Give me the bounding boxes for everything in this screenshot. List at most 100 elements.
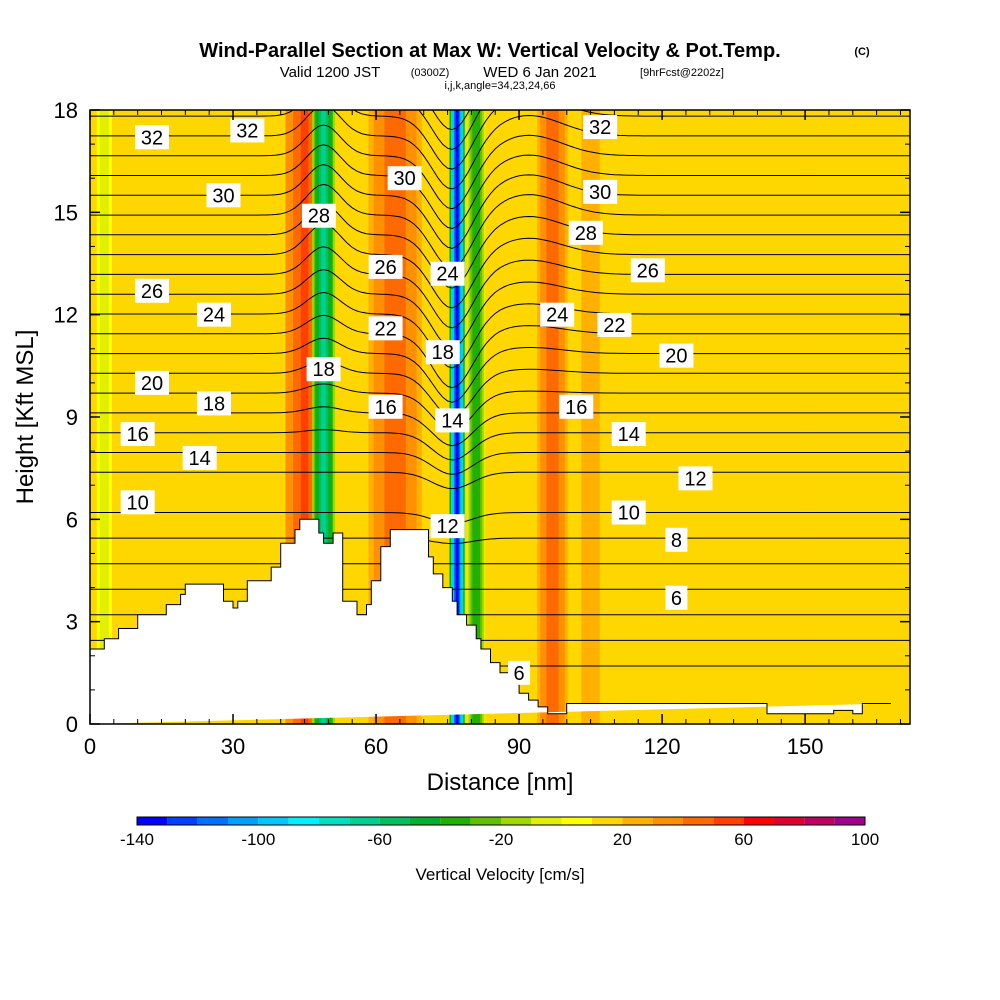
copyright-mark: (C) — [854, 46, 870, 58]
contour-label-box — [611, 500, 646, 525]
contour-label-text: 18 — [203, 393, 225, 415]
contour-label-box — [196, 302, 231, 327]
contour-label-box — [196, 391, 231, 416]
y-tick-label: 18 — [54, 98, 78, 123]
contour-label-text: 26 — [637, 260, 659, 282]
contour-label-box — [583, 115, 618, 140]
velocity-band — [96, 110, 112, 724]
contour-label: 30 — [206, 183, 241, 208]
contour-label: 32 — [230, 118, 265, 143]
theta-contour — [90, 246, 910, 329]
contour-label-text: 6 — [514, 663, 525, 685]
contour-label-text: 10 — [618, 503, 640, 525]
y-tick-label: 12 — [54, 303, 78, 328]
y-tick-label: 3 — [66, 610, 78, 635]
contour-label-box — [583, 179, 618, 204]
contour-label-text: 32 — [141, 127, 163, 149]
colorbar-frame — [136, 816, 866, 826]
colorbar-swatch — [137, 817, 168, 825]
colorbar: -140 -100 -60 -20 20 60 100 — [120, 816, 879, 849]
contour-label: 10 — [120, 490, 155, 515]
velocity-cell — [300, 110, 309, 724]
contour-label: 26 — [368, 254, 403, 279]
contour-label-box — [306, 357, 341, 382]
colorbar-swatch — [683, 817, 714, 825]
contour-label: 26 — [134, 278, 169, 303]
contour-label-text: 22 — [603, 315, 625, 337]
colorbar-swatch — [228, 817, 259, 825]
contour-label: 18 — [196, 391, 231, 416]
contour-label-text: 30 — [394, 168, 416, 190]
contour-label-box — [630, 258, 665, 283]
contour-label-text: 14 — [441, 410, 463, 432]
contour-label-text: 16 — [374, 397, 396, 419]
theta-contour — [90, 110, 910, 190]
chart-title: Wind-Parallel Section at Max W: Vertical… — [199, 40, 780, 62]
theta-contour — [90, 429, 910, 461]
contour-label: 32 — [134, 125, 169, 150]
colorbar-swatch — [197, 817, 228, 825]
forecast-info: [9hrFcst@2202z] — [640, 67, 724, 79]
contour-label: 26 — [630, 258, 665, 283]
contour-label-text: 14 — [189, 448, 211, 470]
colorbar-tick-label: -20 — [489, 830, 514, 849]
contour-label-text: 28 — [575, 223, 597, 245]
theta-contour — [90, 144, 910, 230]
theta-contour — [90, 203, 910, 289]
contour-label-box — [230, 118, 265, 143]
contour-label-box — [120, 490, 155, 515]
theta-contour — [90, 110, 910, 170]
contour-label-text: 12 — [684, 468, 706, 490]
y-tick-label: 15 — [54, 200, 78, 225]
contour-label-text: 12 — [436, 516, 458, 538]
contour-label-text: 24 — [546, 305, 568, 327]
theta-contour — [90, 314, 910, 389]
contour-label-box — [611, 422, 646, 447]
contour-label-box — [559, 394, 594, 419]
theta-contour — [90, 360, 910, 418]
contour-label: 6 — [508, 660, 531, 685]
contour-label-box — [540, 302, 575, 327]
theta-contour — [90, 337, 910, 403]
contour-label: 28 — [568, 220, 603, 245]
valid-time: Valid 1200 JST — [280, 64, 381, 81]
contour-label: 18 — [425, 340, 460, 365]
contour-label-text: 22 — [374, 318, 396, 340]
y-axis-label: Height [Kft MSL] — [12, 330, 39, 505]
colorbar-swatch — [652, 817, 683, 825]
theta-contour — [90, 124, 910, 210]
contour-label: 18 — [306, 357, 341, 382]
axis-ticks: 0 30 60 90 120 150 0 3 6 9 12 15 18 — [54, 98, 910, 759]
contour-label-text: 26 — [141, 281, 163, 303]
colorbar-swatch — [622, 817, 653, 825]
velocity-cell — [102, 110, 106, 724]
contour-label-box — [508, 660, 531, 685]
y-tick-label: 6 — [66, 507, 78, 532]
contour-label: 14 — [182, 445, 217, 470]
contour-label-box — [435, 408, 470, 433]
contour-label-box — [430, 514, 465, 539]
contour-label: 20 — [134, 370, 169, 395]
contour-label-box — [597, 312, 632, 337]
contour-label: 24 — [540, 302, 575, 327]
velocity-band — [806, 110, 852, 724]
contour-label-box — [182, 445, 217, 470]
theta-contour — [90, 269, 910, 349]
theta-contour — [90, 0, 910, 31]
colorbar-swatch — [349, 817, 380, 825]
contour-label-box — [134, 125, 169, 150]
valid-date: WED 6 Jan 2021 — [483, 64, 596, 81]
contour-label: 6 — [665, 585, 688, 610]
contour-label: 16 — [559, 394, 594, 419]
contour-label-text: 16 — [565, 397, 587, 419]
colorbar-swatch — [834, 817, 865, 825]
contour-label-box — [430, 261, 465, 286]
contour-label-box — [659, 343, 694, 368]
colorbar-tick-label: -60 — [367, 830, 392, 849]
colorbar-tick-label: 60 — [734, 830, 753, 849]
colorbar-label: Vertical Velocity [cm/s] — [415, 865, 584, 884]
colorbar-swatch — [743, 817, 774, 825]
contour-label: 30 — [583, 179, 618, 204]
colorbar-tick-label: -100 — [241, 830, 275, 849]
colorbar-swatch — [531, 817, 562, 825]
